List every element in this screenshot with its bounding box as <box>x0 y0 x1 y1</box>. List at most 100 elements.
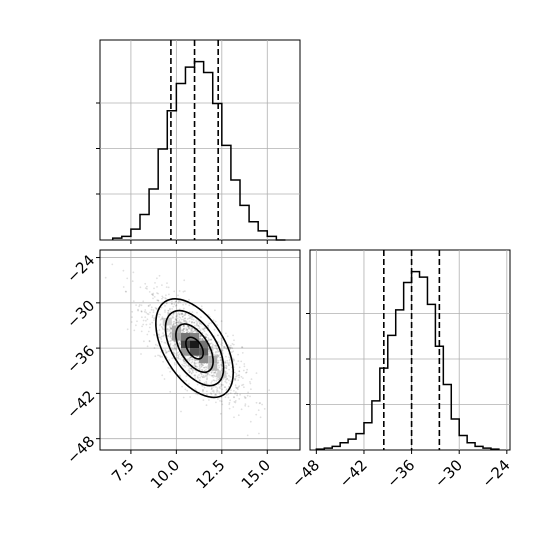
scatter-point <box>233 339 235 342</box>
scatter-point <box>183 365 186 367</box>
scatter-point <box>158 354 161 357</box>
scatter-point <box>191 370 194 372</box>
scatter-point <box>194 329 197 332</box>
scatter-point <box>230 346 233 349</box>
scatter-point <box>195 323 198 325</box>
scatter-point <box>197 377 200 379</box>
scatter-point <box>145 319 147 322</box>
scatter-point <box>232 343 235 346</box>
scatter-point <box>238 398 241 400</box>
scatter-point <box>124 290 127 293</box>
scatter-point <box>191 320 193 323</box>
scatter-point <box>215 394 218 396</box>
scatter-point <box>212 379 215 382</box>
scatter-point <box>179 343 182 345</box>
scatter-point <box>144 316 147 318</box>
scatter-point <box>170 331 172 334</box>
scatter-point <box>189 370 192 373</box>
scatter-point <box>181 313 184 315</box>
scatter-point <box>182 303 185 306</box>
scatter-point <box>236 392 239 395</box>
scatter-point <box>199 337 201 340</box>
scatter-point <box>221 403 224 406</box>
scatter-point <box>145 323 148 326</box>
scatter-point <box>210 371 213 373</box>
scatter-point <box>159 323 162 326</box>
scatter-point <box>182 328 184 331</box>
scatter-point <box>174 343 176 346</box>
scatter-point <box>156 299 159 301</box>
scatter-point <box>233 400 236 403</box>
scatter-point <box>184 320 187 322</box>
scatter-point <box>206 376 208 378</box>
scatter-point <box>138 304 141 306</box>
scatter-point <box>190 329 193 332</box>
scatter-point <box>178 313 181 316</box>
scatter-point <box>213 328 216 331</box>
scatter-point <box>172 316 175 319</box>
scatter-point <box>228 359 231 362</box>
scatter-point <box>202 390 204 393</box>
scatter-point <box>162 332 164 334</box>
scatter-point <box>193 321 196 324</box>
scatter-point <box>232 406 235 408</box>
scatter-point <box>167 367 170 369</box>
scatter-point <box>174 318 177 321</box>
scatter-point <box>176 317 179 320</box>
scatter-point <box>169 390 172 393</box>
scatter-point <box>188 327 191 329</box>
scatter-point <box>211 386 213 389</box>
scatter-point <box>192 330 195 333</box>
scatter-point <box>146 312 149 315</box>
scatter-point <box>131 280 134 283</box>
scatter-point <box>196 383 199 386</box>
scatter-point <box>168 328 170 331</box>
scatter-point <box>229 348 231 350</box>
scatter-point <box>197 324 200 327</box>
scatter-point <box>220 343 223 346</box>
scatter-point <box>200 335 202 337</box>
scatter-point <box>238 370 241 373</box>
scatter-point <box>235 373 238 375</box>
scatter-point <box>170 339 173 342</box>
scatter-point <box>149 304 152 306</box>
scatter-point <box>201 368 204 371</box>
scatter-point <box>172 312 175 315</box>
scatter-point <box>183 279 186 282</box>
scatter-point <box>225 355 227 358</box>
scatter-point <box>255 413 258 416</box>
scatter-point <box>183 360 185 363</box>
scatter-point <box>200 323 203 326</box>
scatter-point <box>191 358 194 360</box>
scatter-point <box>131 316 133 318</box>
scatter-point <box>216 391 218 393</box>
scatter-point <box>151 293 154 296</box>
scatter-point <box>191 316 194 319</box>
scatter-point <box>217 364 220 367</box>
scatter-point <box>152 311 155 314</box>
scatter-point <box>164 309 166 312</box>
scatter-point <box>187 326 190 328</box>
scatter-point <box>196 355 199 358</box>
scatter-point <box>169 340 172 343</box>
scatter-point <box>228 401 231 404</box>
scatter-point <box>221 344 224 347</box>
joint-ytick-label: −36 <box>63 342 98 377</box>
scatter-point <box>158 333 160 336</box>
scatter-point <box>259 416 262 419</box>
scatter-point <box>196 323 199 325</box>
scatter-point <box>221 349 224 351</box>
scatter-point <box>223 345 225 348</box>
scatter-point <box>210 382 213 384</box>
scatter-point <box>198 335 201 338</box>
scatter-point <box>174 300 177 303</box>
scatter-point <box>175 319 178 322</box>
scatter-point <box>201 384 203 387</box>
scatter-point <box>240 375 243 378</box>
scatter-point <box>185 321 188 324</box>
scatter-point <box>206 367 209 369</box>
scatter-point <box>198 320 201 323</box>
scatter-point <box>198 368 201 371</box>
scatter-point <box>225 378 227 381</box>
